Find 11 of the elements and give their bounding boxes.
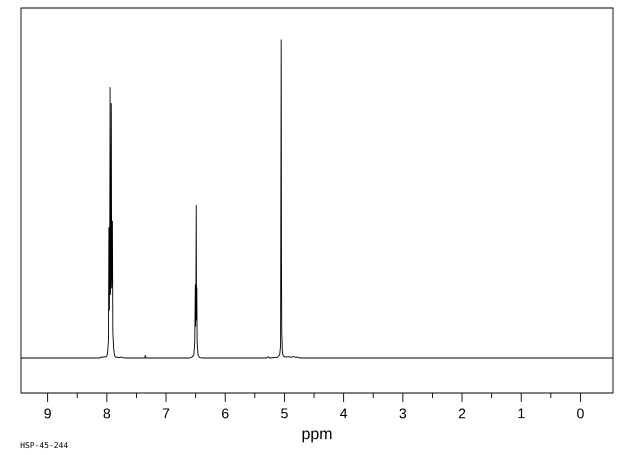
x-tick-label: 0 — [577, 408, 584, 418]
x-tick-label: 3 — [399, 408, 406, 418]
x-tick-label: 2 — [458, 408, 466, 418]
x-tick-label: 7 — [162, 408, 170, 418]
x-tick-label: 5 — [281, 408, 288, 418]
x-tick-label: 9 — [44, 408, 51, 418]
x-tick-label: 8 — [104, 408, 110, 418]
x-tick-label: 1 — [518, 408, 524, 418]
x-tick-label: 6 — [222, 408, 228, 418]
x-tick-label: 4 — [340, 408, 348, 418]
x-axis-title: ppm — [302, 430, 332, 442]
